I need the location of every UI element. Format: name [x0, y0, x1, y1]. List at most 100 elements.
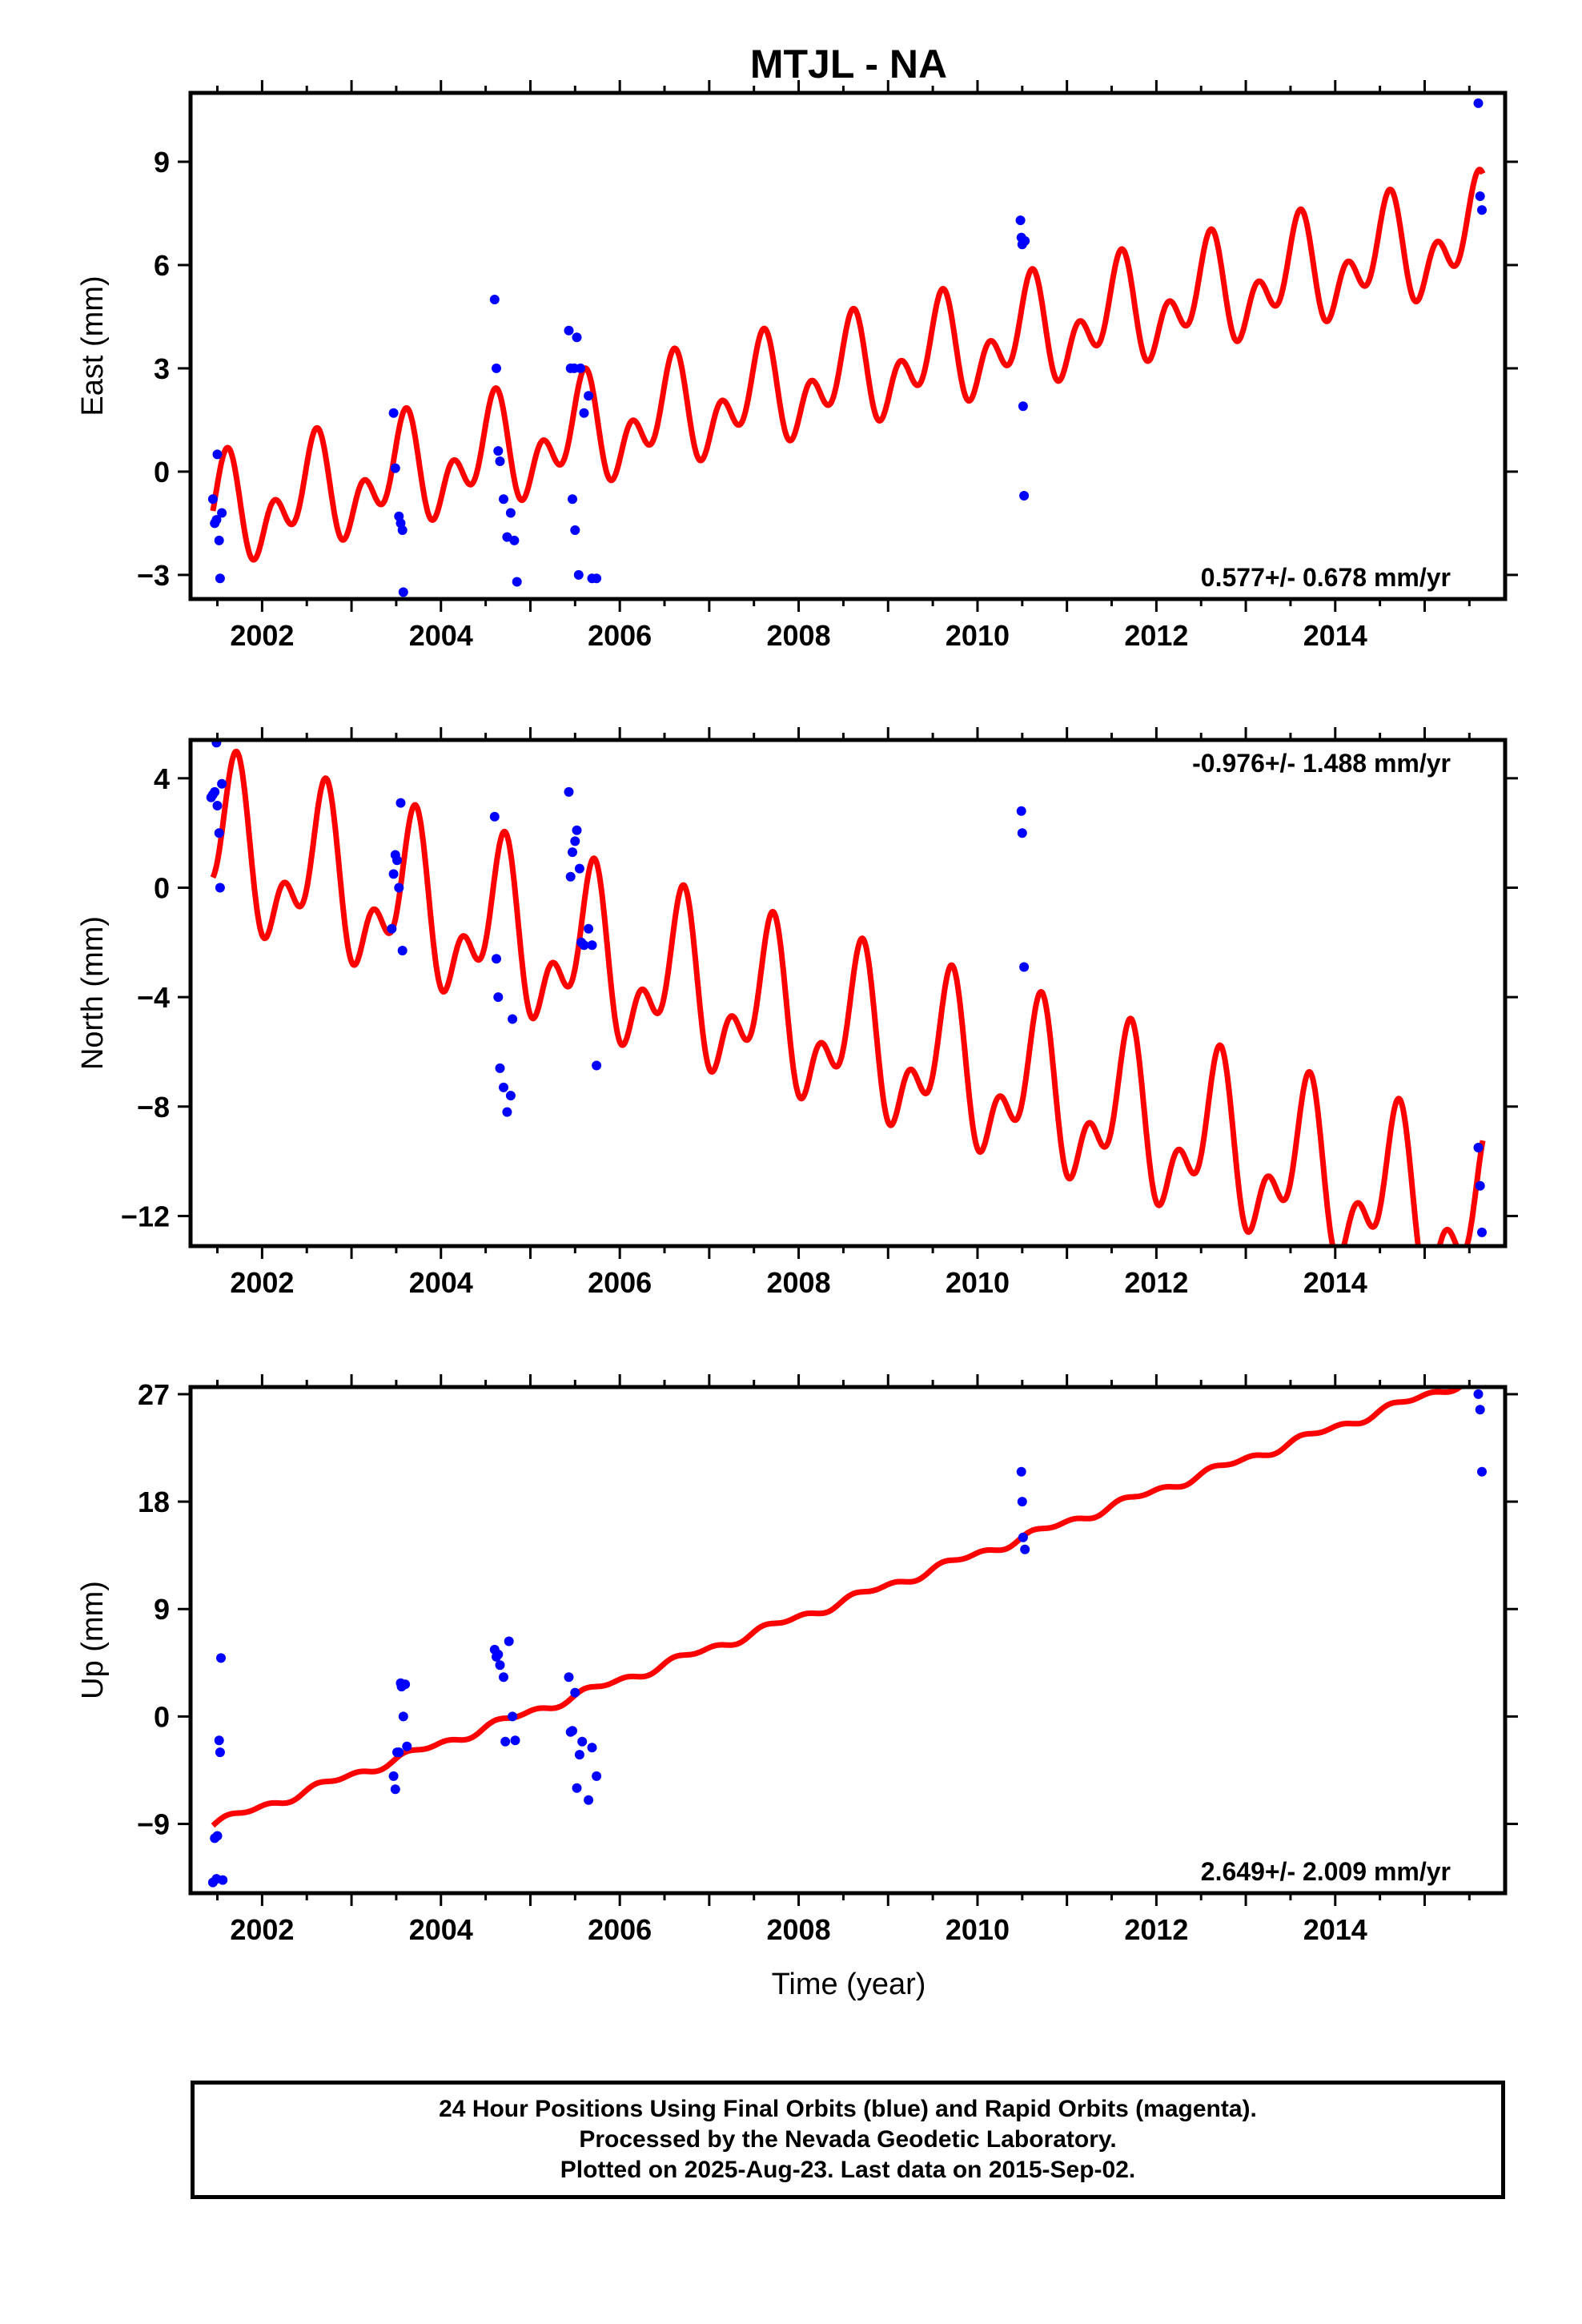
north-data-point: [217, 778, 227, 789]
up-rate-label: 2.649+/- 2.009 mm/yr: [1201, 1857, 1451, 1886]
north-y-axis-label: North (mm): [76, 916, 110, 1070]
north-y-tick-label: 4: [154, 762, 170, 795]
up-x-tick-label: 2010: [946, 1913, 1010, 1946]
east-x-tick-label: 2010: [946, 619, 1010, 652]
north-data-point: [388, 869, 399, 879]
panels: 2002 2004 2006 2008 2010 2012 2014 −3 0 3 6 9 East (…: [76, 80, 1518, 1946]
north-data-point: [495, 1063, 505, 1073]
north-data-point: [1475, 1180, 1485, 1191]
up-x-tick-label: 2012: [1124, 1913, 1188, 1946]
east-data-point: [493, 446, 504, 456]
up-y-tick-label: 0: [154, 1700, 170, 1733]
north-x-tick-label: 2006: [588, 1266, 652, 1299]
up-data-point: [215, 1747, 225, 1758]
up-y-tick-label: −9: [137, 1808, 170, 1841]
east-x-tick-label: 2006: [588, 619, 652, 652]
up-data-point: [1477, 1466, 1487, 1477]
north-y-tick-label: 0: [154, 871, 170, 904]
east-data-point: [390, 463, 400, 473]
north-data-point: [1473, 1143, 1484, 1152]
east-data-point: [1018, 401, 1028, 412]
north-data-point: [214, 828, 224, 838]
up-points: [207, 1389, 1487, 1888]
north-data-point: [565, 871, 576, 882]
figure-title: MTJL - NA: [750, 42, 947, 86]
x-axis-label: Time (year): [772, 1968, 926, 2001]
up-data-point: [1018, 1532, 1028, 1542]
up-data-point: [592, 1771, 602, 1781]
north-data-point: [387, 923, 397, 934]
up-data-point: [1473, 1389, 1484, 1399]
east-rate-label: 0.577+/- 0.678 mm/yr: [1201, 563, 1451, 592]
north-model-line: [210, 748, 1486, 1246]
up-x-tick-label: 2006: [588, 1913, 652, 1946]
east-x-tick-label: 2004: [409, 619, 473, 652]
footer-caption-box: 24 Hour Positions Using Final Orbits (bl…: [191, 2081, 1505, 2199]
east-data-point: [499, 494, 508, 505]
east-points: [207, 98, 1487, 597]
north-y-tick-label: −4: [137, 981, 170, 1014]
east-x-tick-label: 2002: [230, 619, 294, 652]
up-data-point: [568, 1726, 577, 1736]
east-plot-frame: [188, 90, 1508, 601]
up-data-point: [388, 1771, 399, 1781]
north-plot-frame: [188, 738, 1508, 1248]
north-x-tick-label: 2010: [946, 1266, 1010, 1299]
up-y-tick-label: 9: [154, 1593, 170, 1626]
north-data-point: [396, 798, 406, 808]
north-data-point: [1019, 962, 1030, 972]
north-data-point: [392, 855, 402, 866]
up-data-point: [1016, 1466, 1026, 1477]
north-points: [206, 740, 1487, 1237]
up-data-point: [493, 1649, 504, 1659]
east-data-point: [397, 525, 408, 535]
east-data-point: [1473, 98, 1484, 108]
up-x-tick-label: 2014: [1303, 1913, 1367, 1946]
up-x-tick-label: 2002: [230, 1913, 294, 1946]
north-y-tick-label: −12: [121, 1200, 170, 1232]
north-data-point: [1477, 1227, 1487, 1237]
north-data-point: [505, 1091, 516, 1101]
north-panel: 2002 2004 2006 2008 2010 2012 2014 −12 −8 −4 0 4 Nor…: [76, 727, 1518, 1299]
north-data-point: [572, 825, 582, 835]
east-y-axis-label: East (mm): [76, 275, 110, 416]
east-data-point: [489, 295, 500, 304]
up-model-line: [211, 1387, 1465, 1828]
north-data-point: [587, 940, 597, 951]
east-y-tick-label: 0: [154, 456, 170, 489]
north-data-point: [574, 863, 584, 874]
north-data-point: [394, 883, 404, 893]
up-data-point: [495, 1660, 505, 1671]
east-data-point: [568, 494, 577, 505]
east-data-point: [584, 391, 594, 401]
north-data-point: [564, 786, 574, 797]
east-data-point: [592, 573, 602, 584]
up-data-point: [1475, 1405, 1485, 1415]
north-x-tick-label: 2014: [1303, 1266, 1367, 1299]
north-data-point: [492, 954, 501, 964]
up-data-point: [572, 1783, 582, 1793]
up-y-tick-label: 18: [138, 1486, 170, 1518]
north-data-point: [570, 836, 580, 846]
north-x-tick-label: 2008: [767, 1266, 831, 1299]
east-data-point: [1020, 235, 1030, 246]
up-data-point: [394, 1747, 404, 1758]
up-data-point: [214, 1735, 224, 1746]
north-data-point: [508, 1014, 518, 1024]
up-data-point: [1017, 1497, 1027, 1507]
east-y-tick-label: 3: [154, 352, 170, 385]
east-data-point: [564, 325, 574, 336]
up-data-point: [499, 1672, 508, 1683]
east-panel: 2002 2004 2006 2008 2010 2012 2014 −3 0 3 6 9 East (…: [76, 80, 1518, 652]
east-data-point: [512, 577, 522, 587]
north-data-point: [579, 940, 589, 951]
east-data-point: [495, 456, 505, 466]
north-y-tick-label: −8: [137, 1091, 170, 1124]
up-data-point: [398, 1711, 408, 1722]
up-x-tick-label: 2004: [409, 1913, 473, 1946]
east-x-tick-label: 2012: [1124, 619, 1188, 652]
east-data-point: [215, 573, 225, 584]
north-data-point: [502, 1107, 512, 1117]
north-data-point: [1017, 828, 1027, 838]
